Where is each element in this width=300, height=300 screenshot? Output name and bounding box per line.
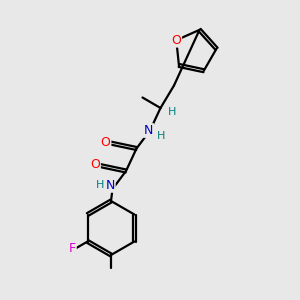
- Text: H: H: [168, 106, 176, 117]
- Text: H: H: [96, 180, 104, 190]
- Text: H: H: [157, 131, 166, 141]
- Text: O: O: [171, 34, 181, 47]
- Text: N: N: [105, 179, 115, 192]
- Text: F: F: [69, 242, 76, 255]
- Text: O: O: [90, 158, 100, 172]
- Text: N: N: [144, 124, 153, 137]
- Text: O: O: [101, 136, 110, 149]
